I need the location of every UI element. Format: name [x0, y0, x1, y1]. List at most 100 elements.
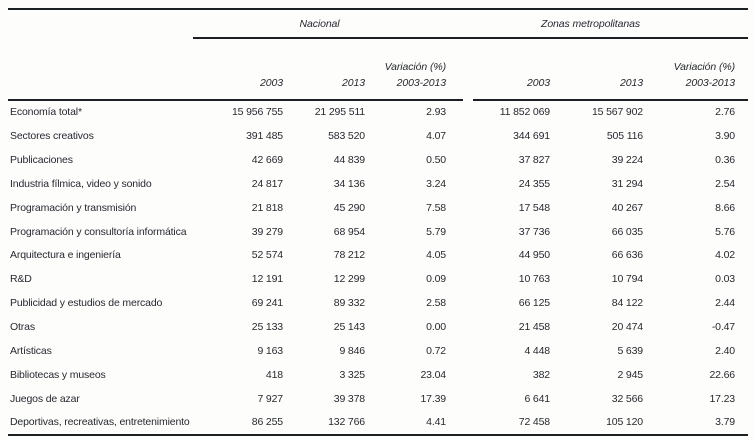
nacional-2013-value: 89 332	[333, 297, 365, 310]
nacional-2013-value: 34 136	[333, 177, 365, 190]
variacion-label-line1: Variación (%)	[673, 61, 735, 73]
col-header-nacional-2013: 2013	[342, 77, 365, 89]
nacional-variacion-value: 23.04	[420, 368, 446, 381]
zm-variacion-value: 2.40	[715, 344, 735, 357]
zm-2013-value: 2 945	[617, 368, 643, 381]
zm-variacion-value: 5.76	[715, 225, 735, 238]
variacion-label-line2: 2003-2013	[396, 77, 446, 89]
col-header-nacional-variacion: Variación (%) 2003-2013	[365, 59, 446, 91]
zm-2013-value: 66 636	[611, 249, 643, 262]
table-row: Artísticas 9 163 9 846 0.72 4 448 5 639 …	[8, 339, 735, 363]
nacional-2003-value: 12 191	[251, 273, 283, 286]
nacional-2003-value: 418	[265, 368, 283, 381]
zm-variacion-value: 0.03	[715, 273, 735, 286]
variacion-label-line2: 2003-2013	[685, 77, 735, 89]
zm-variacion-value: 8.66	[715, 201, 735, 214]
table-row: Publicidad y estudios de mercado 69 241 …	[8, 291, 735, 315]
zm-2013-value: 31 294	[611, 177, 643, 190]
group-header-zonas-metropolitanas: Zonas metropolitanas	[541, 17, 640, 30]
nacional-2003-value: 21 818	[251, 201, 283, 214]
variacion-label-line1: Variación (%)	[384, 61, 446, 73]
zm-2003-value: 344 691	[513, 130, 550, 143]
nacional-variacion-value: 0.72	[426, 344, 446, 357]
nacional-variacion-value: 5.79	[426, 225, 446, 238]
row-label: Programación y transmisión	[10, 201, 137, 214]
zm-variacion-value: 4.02	[715, 249, 735, 262]
nacional-2003-value: 7 927	[257, 392, 283, 405]
row-label: R&D	[10, 273, 32, 286]
nacional-2003-value: 39 279	[251, 225, 283, 238]
row-label: Publicaciones	[10, 154, 73, 167]
table-row: Otras 25 133 25 143 0.00 21 458 20 474 -…	[8, 315, 735, 339]
table-row: Arquitectura e ingeniería 52 574 78 212 …	[8, 244, 735, 268]
column-header-row: 2003 2013 Variación (%) 2003-2013 2003 2…	[8, 39, 735, 99]
table-row: Economía total* 15 956 755 21 295 511 2.…	[8, 101, 735, 125]
table-row: Programación y transmisión 21 818 45 290…	[8, 196, 735, 220]
zm-variacion-value: -0.47	[711, 321, 735, 334]
zm-variacion-value: 17.23	[709, 392, 735, 405]
zm-2013-value: 40 267	[611, 201, 643, 214]
table-row: Deportivas, recreativas, entretenimiento…	[8, 410, 735, 434]
nacional-variacion-value: 0.09	[426, 273, 446, 286]
zm-2013-value: 505 116	[606, 130, 643, 143]
zm-2003-value: 17 548	[518, 201, 550, 214]
row-label: Sectores creativos	[10, 130, 94, 143]
zm-2003-value: 382	[532, 368, 550, 381]
zm-variacion-value: 2.54	[715, 177, 735, 190]
table-body: Economía total* 15 956 755 21 295 511 2.…	[8, 101, 748, 435]
nacional-2003-value: 15 956 755	[231, 106, 283, 119]
group-header-row: Nacional Zonas metropolitanas	[8, 10, 735, 37]
nacional-2013-value: 44 839	[333, 154, 365, 167]
table-row: R&D 12 191 12 299 0.09 10 763 10 794 0.0…	[8, 267, 735, 291]
table-row: Sectores creativos 391 485 583 520 4.07 …	[8, 124, 735, 148]
nacional-variacion-value: 4.41	[426, 416, 446, 429]
zm-2003-value: 66 125	[518, 297, 550, 310]
zm-2013-value: 10 794	[611, 273, 643, 286]
nacional-variacion-value: 0.00	[426, 321, 446, 334]
nacional-variacion-value: 2.58	[426, 297, 446, 310]
table-row: Bibliotecas y museos 418 3 325 23.04 382…	[8, 363, 735, 387]
nacional-2013-value: 12 299	[333, 273, 365, 286]
underline-left-segment	[8, 99, 463, 101]
nacional-2003-value: 25 133	[251, 321, 283, 334]
nacional-2013-value: 68 954	[333, 225, 365, 238]
nacional-2013-value: 132 766	[328, 416, 365, 429]
col-header-nacional-2003: 2003	[260, 77, 283, 89]
nacional-2003-value: 86 255	[251, 416, 283, 429]
nacional-2013-value: 45 290	[333, 201, 365, 214]
row-label: Artísticas	[10, 344, 52, 357]
zm-2013-value: 20 474	[611, 321, 643, 334]
nacional-variacion-value: 4.05	[426, 249, 446, 262]
zm-2003-value: 44 950	[518, 249, 550, 262]
zm-2013-value: 66 035	[611, 225, 643, 238]
zm-2003-value: 72 458	[518, 416, 550, 429]
zm-2003-value: 4 448	[524, 344, 550, 357]
zm-2003-value: 11 852 069	[499, 106, 550, 119]
nacional-2013-value: 25 143	[333, 321, 365, 334]
row-label: Industria fílmica, video y sonido	[10, 177, 152, 190]
nacional-2003-value: 69 241	[251, 297, 283, 310]
zm-variacion-value: 0.36	[715, 154, 735, 167]
zm-variacion-value: 3.79	[715, 416, 735, 429]
zm-variacion-value: 2.44	[715, 297, 735, 310]
zm-2003-value: 24 355	[518, 177, 550, 190]
col-header-zm-2013: 2013	[620, 77, 643, 89]
zm-variacion-value: 22.66	[709, 368, 735, 381]
column-header-underline	[8, 99, 748, 101]
row-label: Juegos de azar	[10, 392, 80, 405]
zm-2013-value: 84 122	[611, 297, 643, 310]
table-bottom-rule	[8, 434, 748, 437]
zm-variacion-value: 3.90	[715, 130, 735, 143]
table-top-rule	[8, 8, 748, 10]
nacional-variacion-value: 17.39	[420, 392, 446, 405]
table-row: Programación y consultoría informática 3…	[8, 220, 735, 244]
nacional-2013-value: 3 325	[339, 368, 365, 381]
nacional-2003-value: 42 669	[251, 154, 283, 167]
zm-variacion-value: 2.76	[715, 106, 735, 119]
nacional-2013-value: 583 520	[328, 130, 365, 143]
row-label: Programación y consultoría informática	[10, 225, 187, 238]
nacional-2013-value: 21 295 511	[314, 106, 365, 119]
row-label: Economía total*	[10, 106, 82, 119]
row-label: Deportivas, recreativas, entretenimiento	[10, 416, 190, 429]
underline-gap	[463, 99, 473, 101]
